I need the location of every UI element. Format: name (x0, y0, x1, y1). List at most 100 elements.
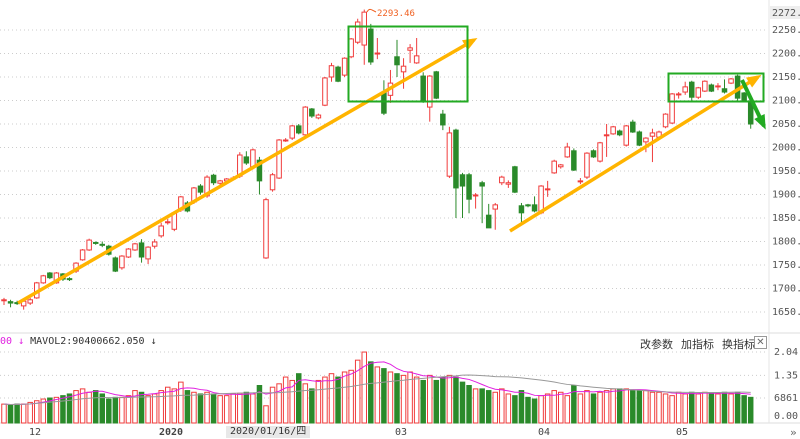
volume-bar (643, 390, 649, 424)
candle-up (492, 204, 498, 210)
x-tick: 04 (538, 427, 551, 438)
volume-bar (400, 374, 407, 424)
volume-bar (551, 390, 557, 424)
indicator-toolbar: 改参数 加指标 换指标 (640, 336, 755, 352)
volume-bar (512, 395, 518, 424)
candle-up (151, 241, 158, 247)
candle-up (407, 47, 413, 51)
candle-up (263, 199, 269, 259)
volume-bar (715, 393, 721, 424)
volume-bar (538, 395, 544, 424)
candle-up (551, 160, 557, 174)
volume-bar (335, 376, 341, 424)
volume-bar (184, 390, 191, 424)
candle-down (243, 156, 250, 164)
volume-bar (289, 379, 295, 424)
volume-bar (669, 395, 675, 424)
candle-down (689, 81, 695, 98)
y-tick-label: 1700.00 (772, 284, 800, 295)
volume-bar (263, 405, 269, 424)
candle-down (47, 272, 53, 279)
volume-bar (40, 398, 47, 424)
volume-bar (597, 391, 603, 424)
add-indicator-button[interactable]: 加指标 (681, 338, 714, 351)
x-tick: 2020 (159, 427, 184, 438)
volume-bar (282, 376, 289, 424)
candle-up (315, 114, 322, 119)
candle-down (616, 130, 623, 136)
volume-bar (20, 403, 27, 424)
candle-up (564, 146, 571, 158)
volume-bar (374, 366, 381, 424)
candle-down (708, 84, 715, 92)
volume-bar (472, 388, 479, 424)
volume-bar (440, 376, 446, 424)
volume-bar (427, 374, 433, 424)
volume-bar (14, 403, 20, 424)
trend-arrow-up-2-head (746, 74, 762, 88)
x-tick: 03 (395, 427, 408, 438)
volume-bar (518, 390, 525, 424)
volume-bar (531, 398, 538, 424)
volume-bar (630, 390, 636, 424)
x-tick: 12 (29, 427, 42, 438)
mavol2-label: MAVOL2:90400662.050 (30, 336, 145, 347)
candle-up (289, 125, 295, 139)
candle-up (328, 65, 335, 78)
volume-bar (728, 393, 734, 424)
volume-bar (394, 373, 400, 424)
candle-down (531, 204, 538, 212)
volume-bar (53, 396, 60, 424)
volume-tick-label: 1.35 (774, 370, 798, 381)
y-tick-label: 2200.00 (772, 49, 800, 60)
volume-bar (217, 395, 223, 424)
candle-up (374, 52, 381, 55)
y-tick-label: 1650.00 (772, 307, 800, 318)
candle-down (66, 278, 73, 281)
volume-bar (616, 388, 623, 424)
candle-up (165, 221, 171, 224)
volume-bar (695, 393, 702, 424)
candle-down (485, 214, 492, 229)
volume-bar (322, 376, 328, 424)
volume-bar (27, 401, 33, 424)
volume-bar (584, 390, 590, 424)
y-tick-label: 2000.00 (772, 143, 800, 154)
close-icon[interactable]: ✕ (754, 336, 767, 349)
switch-indicator-button[interactable]: 换指标 (722, 338, 755, 351)
ma5-label: 00 (0, 336, 13, 347)
volume-bar (165, 386, 171, 424)
candle-up (472, 194, 479, 197)
volume-bar (702, 391, 708, 424)
volume-bar (564, 395, 571, 424)
volume-bar (610, 388, 616, 424)
volume-bar (237, 392, 243, 424)
volume-bar (92, 390, 99, 424)
candle-up (669, 93, 675, 124)
volume-ma-lines (3, 361, 751, 405)
candle-up (27, 299, 33, 304)
candle-down (453, 129, 459, 189)
candle-down (197, 185, 204, 193)
volume-bar (60, 395, 66, 424)
volume-bar (171, 388, 178, 424)
volume-bar (296, 373, 302, 424)
volume-bar (708, 393, 715, 424)
drawing-overlays[interactable] (17, 8, 766, 305)
candle-up (145, 246, 151, 260)
volume-bar (197, 393, 204, 424)
x-tick: 05 (676, 427, 689, 438)
scroll-more-button[interactable]: » (790, 426, 797, 439)
candle-down (525, 204, 531, 207)
candle-down (210, 174, 217, 184)
volume-bar (446, 374, 453, 424)
volume-bar (479, 388, 485, 424)
volume-bar (250, 393, 256, 424)
volume-bar (348, 369, 354, 424)
candle-up (558, 164, 564, 168)
change-params-button[interactable]: 改参数 (640, 338, 673, 351)
volume-bar (577, 393, 584, 424)
candle-down (92, 241, 99, 244)
candle-down (99, 243, 105, 246)
